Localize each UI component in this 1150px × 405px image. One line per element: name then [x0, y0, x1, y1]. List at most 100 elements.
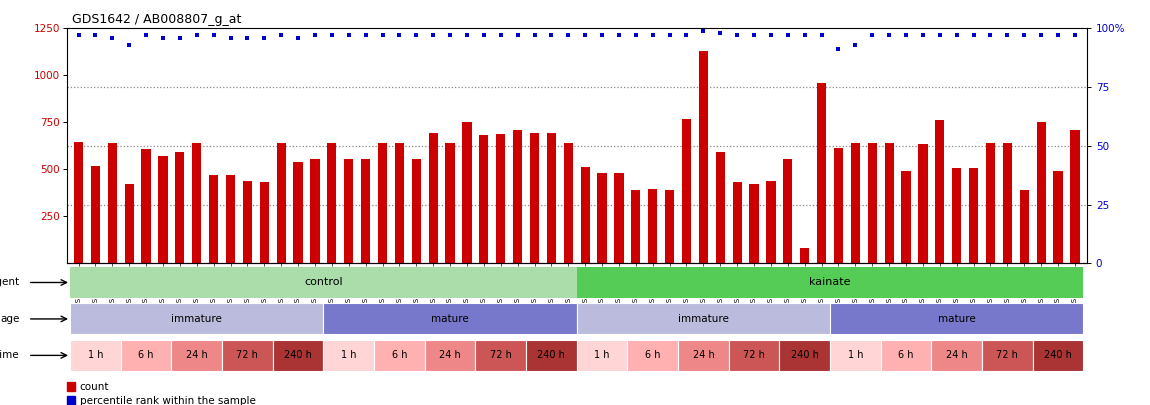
Bar	[986, 143, 995, 263]
Point	[154, 34, 172, 41]
Point	[695, 28, 713, 34]
Point	[610, 32, 628, 38]
Point	[981, 32, 999, 38]
Bar	[733, 182, 742, 263]
Bar	[649, 189, 658, 263]
Text: GDS1642 / AB008807_g_at: GDS1642 / AB008807_g_at	[71, 13, 242, 26]
Point	[796, 32, 814, 38]
Text: time: time	[0, 350, 20, 360]
Point	[846, 42, 865, 48]
Text: 240 h: 240 h	[284, 350, 312, 360]
Point	[120, 42, 138, 48]
Bar	[175, 152, 184, 263]
Point	[542, 32, 560, 38]
Point	[508, 32, 527, 38]
Bar	[141, 149, 151, 263]
Bar	[867, 143, 877, 263]
Point	[1032, 32, 1050, 38]
Point	[526, 32, 544, 38]
Bar	[310, 159, 320, 263]
Text: 1 h: 1 h	[595, 350, 610, 360]
Point	[390, 32, 408, 38]
Text: 6 h: 6 h	[138, 350, 154, 360]
Text: 72 h: 72 h	[996, 350, 1018, 360]
Point	[221, 34, 239, 41]
Bar	[614, 173, 623, 263]
Text: age: age	[0, 314, 20, 324]
Point	[761, 32, 780, 38]
Bar	[374, 340, 424, 371]
Point	[711, 30, 729, 36]
Bar	[851, 143, 860, 263]
Point	[576, 32, 595, 38]
Point	[644, 32, 662, 38]
Bar	[192, 143, 201, 263]
Text: 240 h: 240 h	[1044, 350, 1072, 360]
Bar	[576, 340, 628, 371]
Bar	[800, 248, 810, 263]
Point	[424, 32, 443, 38]
Bar	[445, 143, 454, 263]
Bar	[628, 340, 678, 371]
Bar	[378, 143, 388, 263]
Bar	[919, 144, 928, 263]
Bar	[328, 143, 337, 263]
Point	[998, 32, 1017, 38]
Bar	[74, 142, 83, 263]
Bar	[830, 303, 1083, 335]
Point	[897, 32, 915, 38]
Text: mature: mature	[938, 314, 975, 324]
Bar	[67, 382, 75, 392]
Text: 6 h: 6 h	[645, 350, 660, 360]
Point	[930, 32, 949, 38]
Bar	[564, 143, 573, 263]
Bar	[682, 119, 691, 263]
Point	[1049, 32, 1067, 38]
Point	[289, 34, 307, 41]
Bar	[766, 181, 775, 263]
Bar	[70, 303, 323, 335]
Bar	[884, 143, 894, 263]
Bar	[67, 396, 75, 405]
Bar	[121, 340, 171, 371]
Text: 72 h: 72 h	[237, 350, 259, 360]
Text: 24 h: 24 h	[945, 350, 967, 360]
Bar	[1003, 143, 1012, 263]
Bar	[70, 267, 576, 298]
Bar	[225, 175, 235, 263]
Text: percentile rank within the sample: percentile rank within the sample	[79, 396, 255, 405]
Bar	[526, 340, 576, 371]
Point	[255, 34, 274, 41]
Point	[779, 32, 797, 38]
Bar	[462, 122, 471, 263]
Point	[491, 32, 509, 38]
Point	[745, 32, 764, 38]
Point	[323, 32, 342, 38]
Bar	[631, 190, 641, 263]
Bar	[323, 303, 576, 335]
Text: kainate: kainate	[810, 277, 851, 288]
Text: count: count	[79, 382, 109, 392]
Bar	[429, 133, 438, 263]
Point	[374, 32, 392, 38]
Point	[306, 32, 324, 38]
Point	[238, 34, 256, 41]
Bar	[344, 159, 353, 263]
Bar	[323, 340, 374, 371]
Bar	[1033, 340, 1083, 371]
Bar	[750, 184, 759, 263]
Bar	[581, 167, 590, 263]
Bar	[729, 340, 780, 371]
Bar	[70, 340, 121, 371]
Bar	[715, 152, 724, 263]
Point	[187, 32, 206, 38]
Bar	[159, 156, 168, 263]
Bar	[475, 340, 526, 371]
Text: immature: immature	[171, 314, 222, 324]
Point	[829, 46, 848, 53]
Bar	[209, 175, 218, 263]
Bar	[530, 133, 539, 263]
Bar	[834, 148, 843, 263]
Point	[137, 32, 155, 38]
Text: mature: mature	[431, 314, 469, 324]
